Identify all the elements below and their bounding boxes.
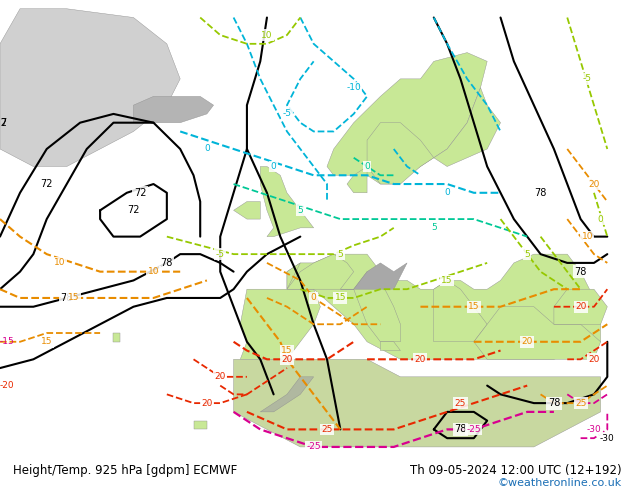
Text: -20: -20	[0, 381, 14, 390]
Text: -5: -5	[283, 109, 292, 119]
Polygon shape	[327, 52, 487, 184]
Polygon shape	[134, 97, 214, 122]
Text: 20: 20	[214, 372, 226, 381]
Polygon shape	[554, 289, 607, 324]
Polygon shape	[434, 280, 487, 342]
Polygon shape	[287, 254, 600, 359]
Polygon shape	[0, 9, 180, 167]
Text: -25: -25	[306, 442, 321, 451]
Polygon shape	[474, 307, 600, 359]
Text: -15: -15	[0, 337, 14, 346]
Text: 78: 78	[455, 424, 467, 435]
Text: 72: 72	[127, 205, 139, 215]
Text: 20: 20	[588, 355, 600, 364]
Text: 0: 0	[204, 145, 210, 153]
Text: 15: 15	[41, 337, 53, 346]
Polygon shape	[193, 420, 207, 429]
Text: 0: 0	[364, 162, 370, 171]
Text: 20: 20	[522, 337, 533, 346]
Text: 15: 15	[468, 302, 479, 311]
Text: 10: 10	[581, 232, 593, 241]
Text: 25: 25	[321, 425, 333, 434]
Polygon shape	[233, 359, 600, 447]
Text: 25: 25	[455, 399, 466, 408]
Text: 20: 20	[281, 355, 293, 364]
Polygon shape	[240, 289, 320, 359]
Text: 15: 15	[281, 346, 293, 355]
Polygon shape	[261, 167, 314, 237]
Text: 15: 15	[68, 294, 79, 302]
Polygon shape	[287, 263, 301, 289]
Text: 72: 72	[134, 188, 146, 198]
Polygon shape	[113, 333, 120, 342]
Polygon shape	[434, 88, 500, 167]
Text: -5: -5	[216, 249, 224, 259]
Text: 20: 20	[415, 355, 426, 364]
Text: 7: 7	[0, 118, 6, 128]
Text: 5: 5	[524, 249, 530, 259]
Polygon shape	[347, 167, 367, 193]
Text: 78: 78	[574, 267, 587, 277]
Text: -72: -72	[0, 118, 8, 128]
Text: 0: 0	[444, 188, 450, 197]
Text: 0: 0	[271, 162, 276, 171]
Text: 78: 78	[534, 188, 547, 198]
Text: 72: 72	[41, 179, 53, 189]
Text: -30: -30	[600, 434, 615, 442]
Text: 78: 78	[548, 398, 560, 408]
Text: -5: -5	[583, 74, 592, 83]
Text: 0: 0	[598, 215, 604, 223]
Text: 20: 20	[588, 179, 600, 189]
Polygon shape	[367, 122, 434, 184]
Text: 10: 10	[148, 267, 159, 276]
Text: 20: 20	[201, 399, 212, 408]
Polygon shape	[233, 201, 261, 219]
Text: 0: 0	[311, 294, 316, 302]
Polygon shape	[261, 377, 314, 412]
Text: 10: 10	[261, 30, 273, 40]
Polygon shape	[380, 342, 401, 350]
Text: Th 09-05-2024 12:00 UTC (12+192): Th 09-05-2024 12:00 UTC (12+192)	[410, 465, 621, 477]
Text: 5: 5	[297, 206, 303, 215]
Text: 20: 20	[575, 302, 586, 311]
Text: -25: -25	[467, 425, 481, 434]
Text: 5: 5	[431, 223, 437, 232]
Text: Height/Temp. 925 hPa [gdpm] ECMWF: Height/Temp. 925 hPa [gdpm] ECMWF	[13, 465, 237, 477]
Polygon shape	[340, 263, 407, 289]
Text: 5: 5	[337, 249, 343, 259]
Text: 78: 78	[160, 258, 173, 268]
Text: -10: -10	[346, 83, 361, 92]
Polygon shape	[354, 271, 401, 342]
Text: -30: -30	[586, 425, 601, 434]
Polygon shape	[287, 254, 354, 289]
Text: 78: 78	[61, 293, 73, 303]
Text: 15: 15	[441, 276, 453, 285]
Text: 10: 10	[55, 258, 66, 268]
Text: 15: 15	[335, 294, 346, 302]
Text: ©weatheronline.co.uk: ©weatheronline.co.uk	[497, 478, 621, 488]
Text: 25: 25	[575, 399, 586, 408]
